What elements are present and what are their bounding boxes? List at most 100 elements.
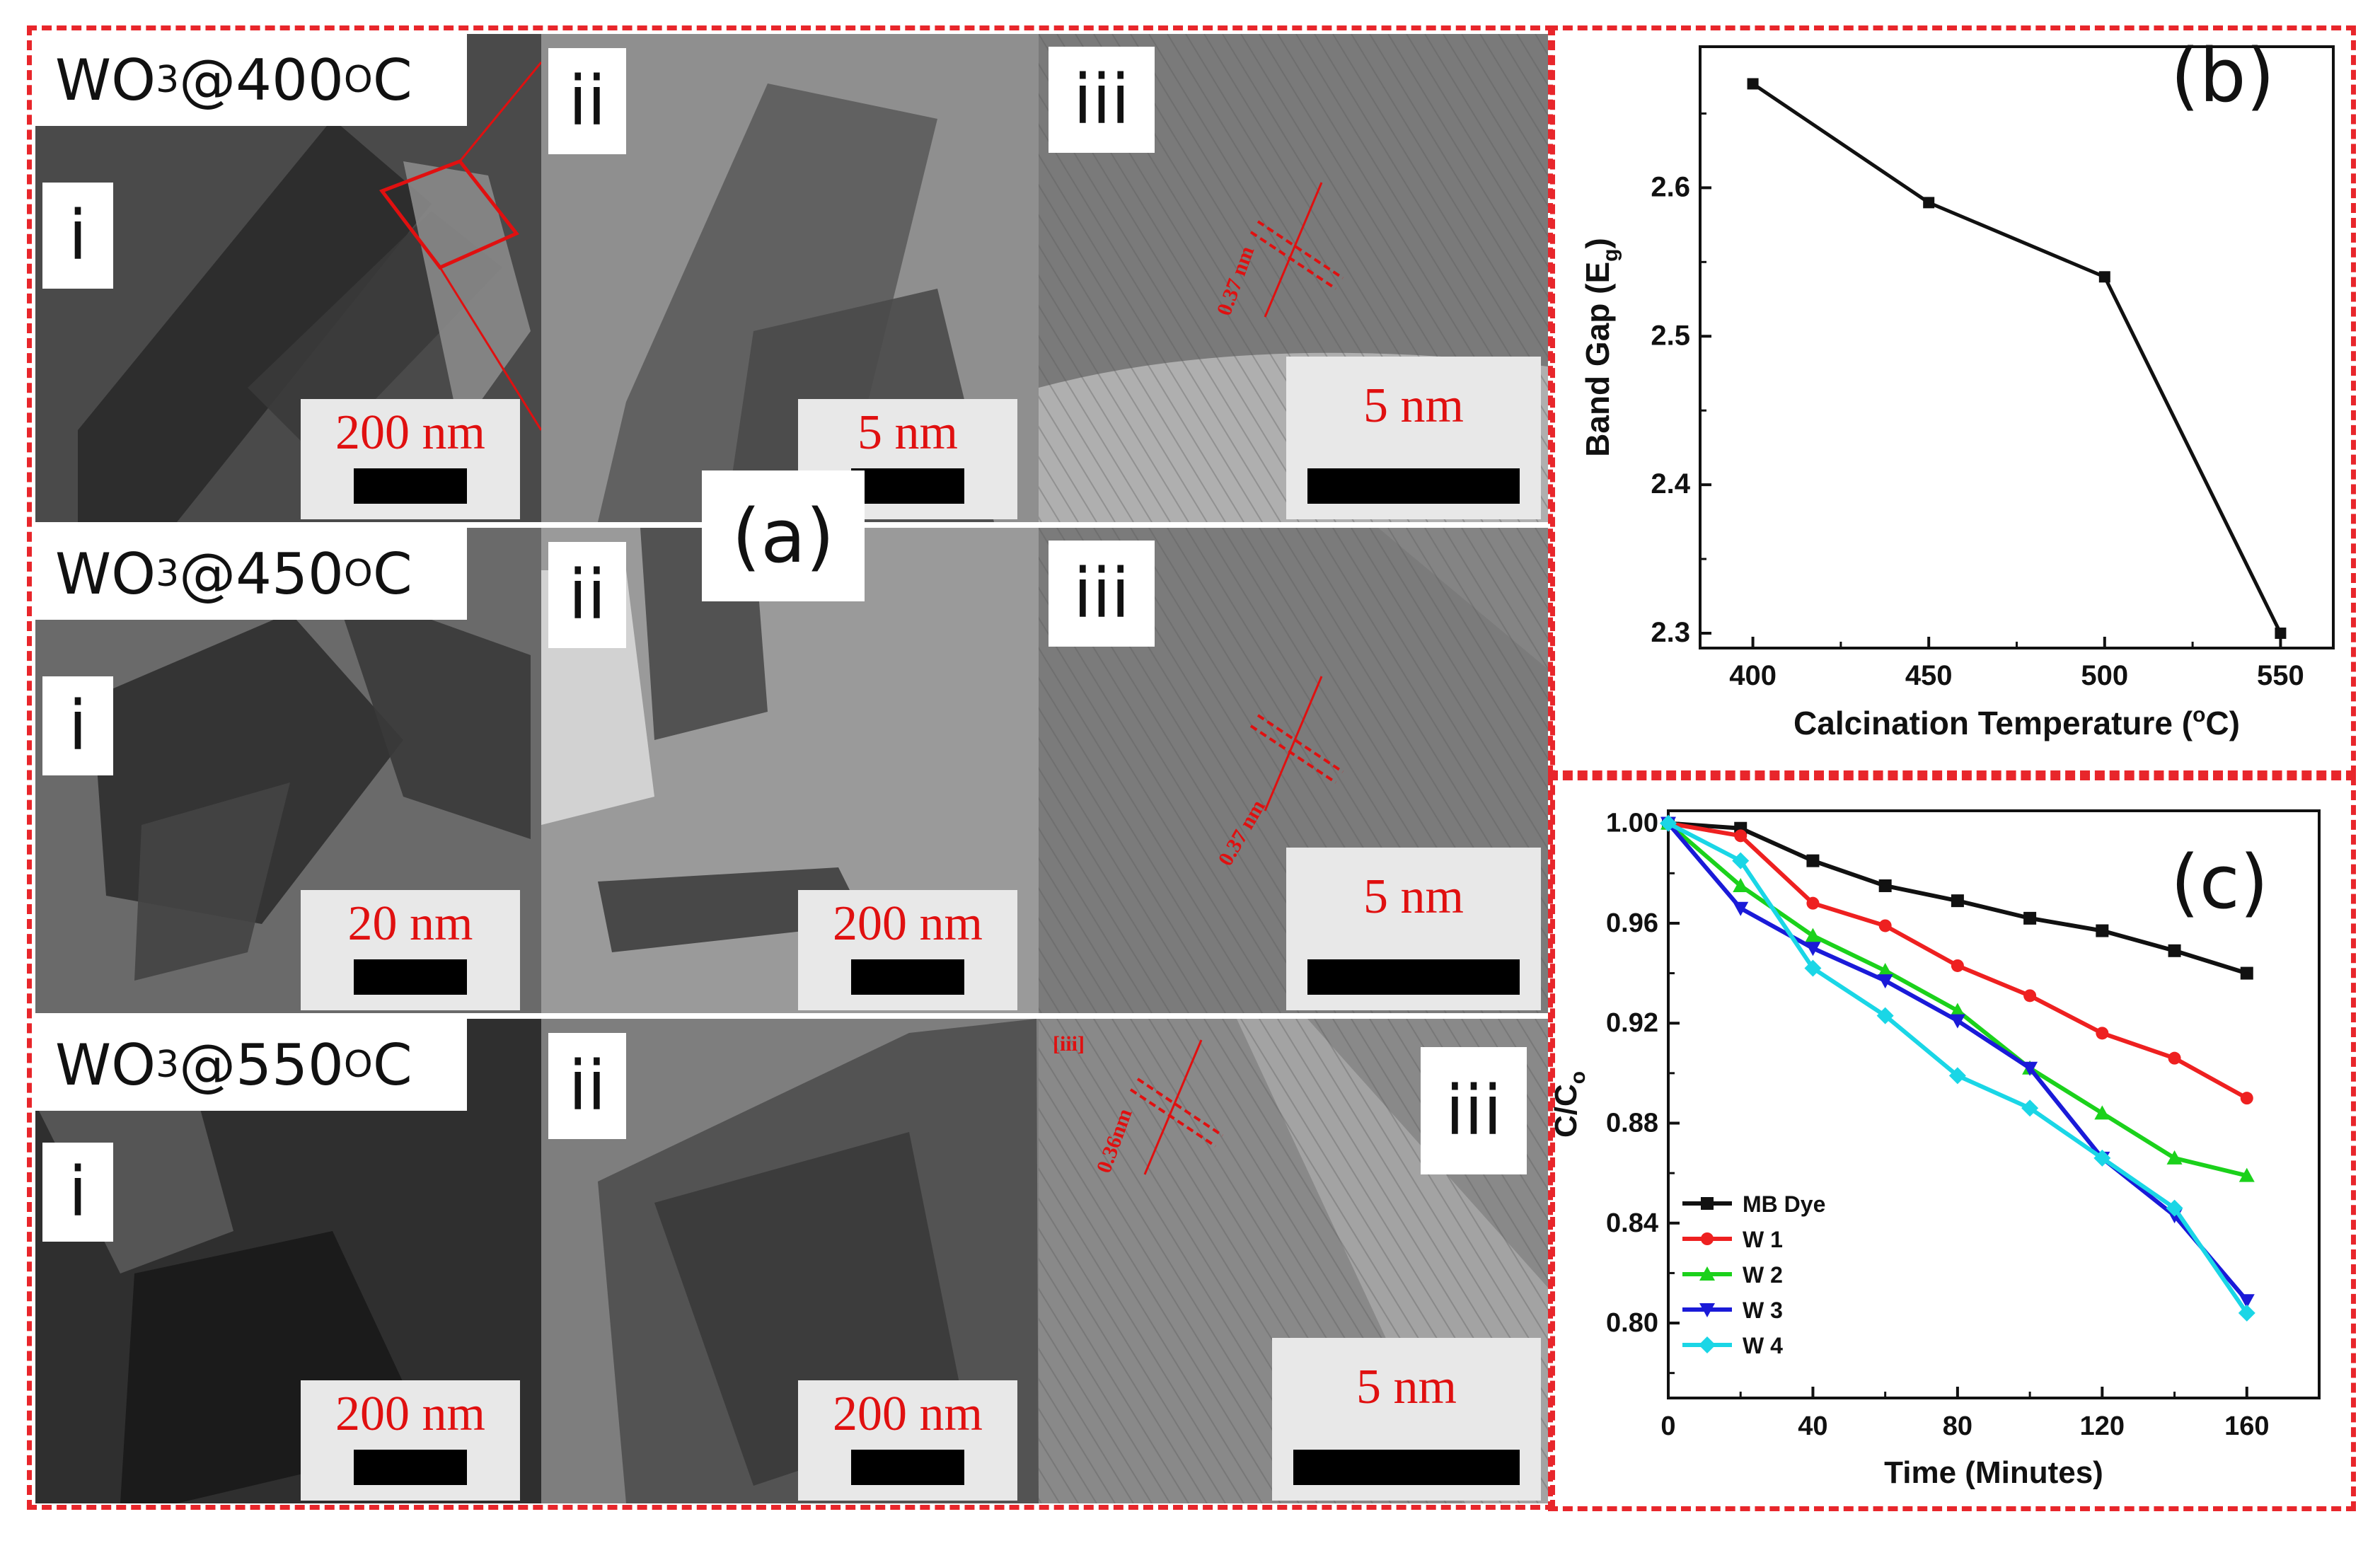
panel-c-label: (c) xyxy=(2171,839,2268,925)
row-title-sup: O xyxy=(343,59,373,101)
data-point-marker xyxy=(1951,894,1964,908)
data-point-marker xyxy=(2021,1099,2039,1117)
tem-image-row3-iii: 0.36nm [iii] iii 5 nm xyxy=(1039,1019,1548,1503)
data-point-marker xyxy=(1923,197,1935,209)
x-tick-label: 450 xyxy=(1905,660,1953,691)
data-point-marker xyxy=(2023,911,2037,925)
scale-bar xyxy=(851,468,964,504)
roman-label-iii: iii xyxy=(1421,1047,1527,1174)
panel-b-label: (b) xyxy=(2171,33,2275,119)
x-axis-label: Calcination Temperature (oC) xyxy=(1793,703,2240,741)
roman-label-i: i xyxy=(42,676,113,775)
plot-area-frame xyxy=(1699,45,2335,649)
x-tick-label: 500 xyxy=(2081,660,2128,691)
data-point-marker xyxy=(1805,928,1821,942)
row-title-main: WO xyxy=(55,47,156,113)
scale-bar xyxy=(354,468,467,504)
micrograph-texture xyxy=(92,584,531,981)
x-tick-label: 0 xyxy=(1660,1411,1675,1441)
scale-bar-box: 200 nm xyxy=(301,1380,520,1501)
data-point-marker xyxy=(1699,1336,1716,1353)
series-line-2 xyxy=(1667,821,2248,1178)
micrograph-texture xyxy=(78,62,541,522)
data-point-marker xyxy=(2239,1294,2255,1309)
data-point-marker xyxy=(2023,989,2037,1003)
y-tick-label: 2.3 xyxy=(1651,617,1690,648)
scale-bar-label: 5 nm xyxy=(1363,870,1464,924)
scale-bar-box: 5 nm xyxy=(1272,1338,1541,1501)
lattice-spacing-label: 0.37 nm xyxy=(1213,243,1259,319)
data-point-marker xyxy=(2239,1167,2255,1182)
x-tick-label: 120 xyxy=(2080,1411,2125,1441)
scale-bar-label: 5 nm xyxy=(1363,379,1464,433)
tem-image-row1-iii: 0.37 nm iii 5 nm xyxy=(1039,34,1548,522)
y-tick-label: 2.4 xyxy=(1651,468,1690,499)
row-title-sup: O xyxy=(343,553,373,595)
x-tick-label: 400 xyxy=(1729,660,1777,691)
zoom-inset-box xyxy=(379,62,541,431)
roman-label-ii: ii xyxy=(548,542,626,648)
data-point-marker xyxy=(2022,1061,2038,1076)
data-point-marker xyxy=(2093,1149,2111,1167)
data-point-marker xyxy=(1951,959,1964,972)
data-point-marker xyxy=(1878,919,1892,932)
scale-bar xyxy=(1307,468,1520,504)
data-point-marker xyxy=(1878,879,1892,892)
data-point-marker xyxy=(1701,1232,1714,1245)
data-point-marker xyxy=(2166,1199,2183,1217)
legend: MB Dye W 1 W 2 W 3 W 4 xyxy=(1682,1191,1825,1358)
scale-bar xyxy=(851,1450,964,1485)
lattice-spacing-marker: 0.37 nm xyxy=(1213,182,1344,319)
data-point-marker xyxy=(1948,1067,1966,1085)
scale-bar-label: 5 nm xyxy=(857,405,958,460)
panel-c-frame xyxy=(1548,775,2356,1511)
data-point-marker xyxy=(2168,1051,2181,1065)
row-title-sub: 3 xyxy=(156,59,180,101)
data-point-marker xyxy=(1747,78,1759,90)
y-tick-label: 1.00 xyxy=(1606,809,1658,838)
data-point-marker xyxy=(1701,1197,1714,1210)
row-title-rest: @400 xyxy=(179,47,344,113)
tem-image-row3-ii: ii 200 nm xyxy=(541,1019,1039,1503)
band-gap-chart: 400 450 500 550 2.3 2.4 2.5 2.6 Calcination Temp… xyxy=(1579,45,2335,741)
scale-bar-box: 200 nm xyxy=(798,890,1017,1010)
data-point-marker xyxy=(2238,1304,2255,1322)
y-tick-label: 0.84 xyxy=(1606,1208,1658,1238)
scale-bar xyxy=(851,959,964,995)
data-point-marker xyxy=(1732,852,1750,870)
legend-label: MB Dye xyxy=(1743,1191,1825,1217)
row-title-unit: C xyxy=(372,47,412,113)
row-title-main: WO xyxy=(55,1032,156,1098)
y-tick-label: 0.96 xyxy=(1606,908,1658,938)
subpanel-tag: [iii] xyxy=(1053,1032,1085,1056)
roman-label-ii: ii xyxy=(548,48,626,154)
data-point-marker xyxy=(1660,814,1677,832)
scale-bar-box: 5 nm xyxy=(1286,848,1541,1010)
tem-image-row2-iii: 0.37 nm iii 5 nm xyxy=(1039,528,1548,1013)
row-title-unit: C xyxy=(372,1032,412,1098)
scale-bar xyxy=(1293,1450,1520,1485)
data-point-marker xyxy=(1804,959,1822,977)
scale-bar-box: 200 nm xyxy=(798,1380,1017,1501)
scale-bar xyxy=(1307,959,1520,995)
row-title-sup: O xyxy=(343,1044,373,1086)
data-point-marker xyxy=(1699,1303,1715,1317)
scale-bar-box: 200 nm xyxy=(301,399,520,519)
data-point-marker xyxy=(2166,1150,2183,1165)
legend-label: W 2 xyxy=(1743,1262,1783,1288)
scale-bar-label: 200 nm xyxy=(833,1387,983,1441)
scale-bar-label: 200 nm xyxy=(335,1387,485,1441)
x-tick-label: 160 xyxy=(2224,1411,2269,1441)
data-point-marker xyxy=(2096,924,2109,937)
scale-bar-box: 5 nm xyxy=(1286,357,1541,519)
data-point-marker xyxy=(1733,877,1749,892)
scale-bar-label: 20 nm xyxy=(347,896,473,951)
row-title-main: WO xyxy=(55,541,156,607)
scale-bar xyxy=(354,959,467,995)
y-tick-label: 0.92 xyxy=(1606,1008,1658,1038)
data-point-marker xyxy=(2094,1105,2110,1120)
